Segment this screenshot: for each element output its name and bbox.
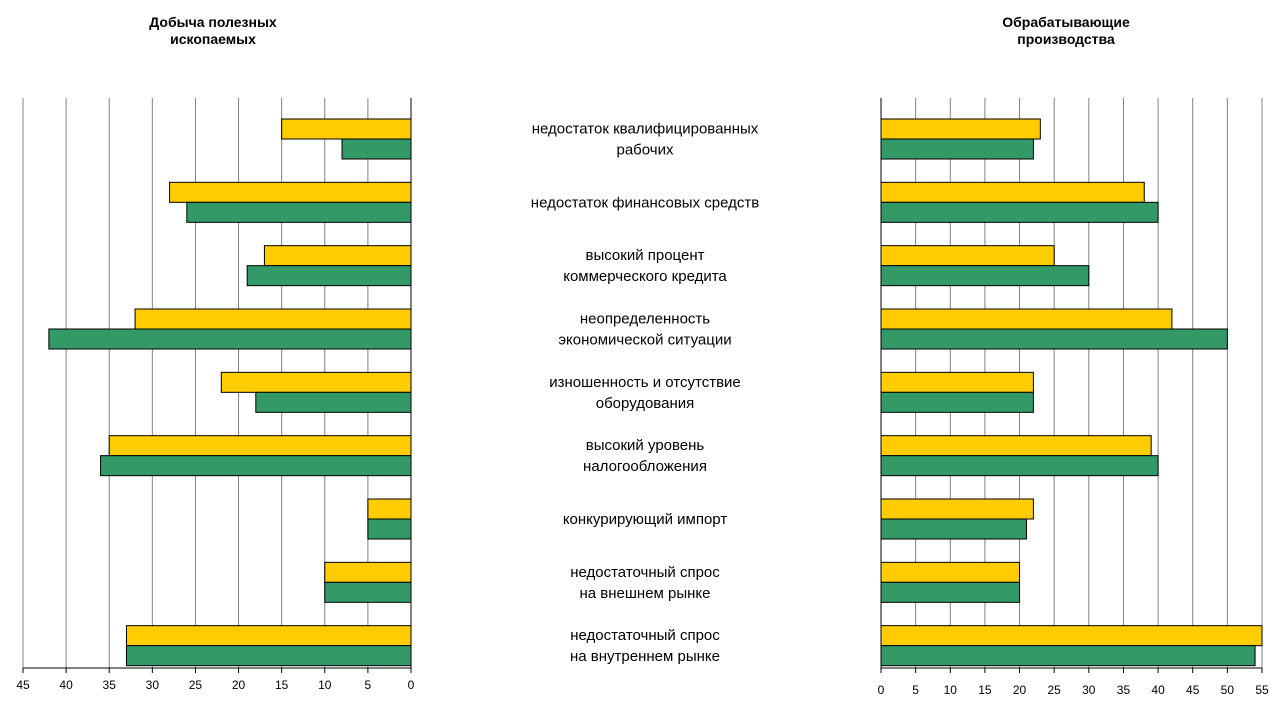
left-chart-title: Добыча полезных ископаемых [149, 14, 277, 47]
category-label: неопределенность экономической ситуации [558, 311, 731, 349]
right-bar-s1 [880, 245, 1055, 267]
left-bar-s2 [186, 201, 412, 223]
left-bar-s1 [281, 118, 412, 140]
left-bar-s1 [220, 371, 412, 393]
left-bar-s1 [125, 625, 412, 647]
left-bar-s2 [255, 391, 412, 413]
left-tick-label: 40 [59, 678, 73, 692]
left-bar-s2 [246, 265, 412, 287]
right-tick-label: 20 [1013, 683, 1027, 697]
right-tick-label: 50 [1221, 683, 1235, 697]
left-tick-label: 20 [232, 678, 246, 692]
left-bar-s1 [263, 245, 412, 267]
right-bar-s2 [880, 201, 1159, 223]
right-tick-label: 45 [1186, 683, 1200, 697]
right-bar-s2 [880, 581, 1021, 603]
left-bar-s2 [100, 455, 412, 477]
right-tick-label: 40 [1151, 683, 1165, 697]
left-bar-s2 [125, 645, 412, 667]
left-tick-label: 10 [318, 678, 332, 692]
left-bar-s2 [48, 328, 412, 350]
left-tick-label: 5 [365, 678, 372, 692]
right-bar-s1 [880, 371, 1034, 393]
right-bar-s1 [880, 181, 1145, 203]
right-chart-title: Обрабатывающие производства [1002, 14, 1130, 47]
left-bar-s1 [367, 498, 412, 520]
left-bar-s2 [367, 518, 412, 540]
right-bar-s2 [880, 391, 1034, 413]
left-bar-s1 [324, 561, 412, 583]
left-tick-label: 35 [103, 678, 117, 692]
right-tick-label: 5 [912, 683, 919, 697]
right-bar-s2 [880, 518, 1027, 540]
left-bar-s1 [169, 181, 412, 203]
category-label: конкурирующий импорт [563, 511, 728, 528]
right-bar-s2 [880, 645, 1256, 667]
category-label: недостаток квалифицированных рабочих [532, 121, 759, 159]
left-tick-label: 45 [16, 678, 30, 692]
left-bar-s1 [134, 308, 412, 330]
right-tick-label: 35 [1117, 683, 1131, 697]
right-tick-label: 25 [1048, 683, 1062, 697]
right-bar-s2 [880, 455, 1159, 477]
left-tick-label: 30 [146, 678, 160, 692]
left-bar-s2 [341, 138, 412, 160]
category-label: недостаточный спрос на внутреннем рынке [570, 627, 720, 665]
category-label: изношенность и отсутствие оборудования [549, 374, 741, 412]
left-tick-label: 0 [408, 678, 415, 692]
left-bar-s1 [108, 435, 412, 457]
right-bar-s2 [880, 328, 1228, 350]
right-bar-s2 [880, 138, 1034, 160]
category-label: высокий уровень налогообложения [583, 437, 707, 475]
right-bar-s2 [880, 265, 1090, 287]
right-bar-s1 [880, 308, 1173, 330]
right-tick-label: 10 [944, 683, 958, 697]
right-bar-s1 [880, 625, 1263, 647]
left-tick-label: 25 [189, 678, 203, 692]
right-tick-label: 30 [1082, 683, 1096, 697]
right-bar-s1 [880, 498, 1034, 520]
left-bar-s2 [324, 581, 412, 603]
right-bar-s1 [880, 435, 1152, 457]
category-label: высокий процент коммерческого кредита [563, 247, 727, 285]
right-tick-label: 15 [978, 683, 992, 697]
right-bar-s1 [880, 561, 1021, 583]
category-label: недостаток финансовых средств [531, 194, 759, 211]
left-tick-label: 15 [275, 678, 289, 692]
right-tick-label: 0 [878, 683, 885, 697]
right-bar-s1 [880, 118, 1041, 140]
right-tick-label: 55 [1255, 683, 1269, 697]
category-label: недостаточный спрос на внешнем рынке [570, 564, 720, 602]
